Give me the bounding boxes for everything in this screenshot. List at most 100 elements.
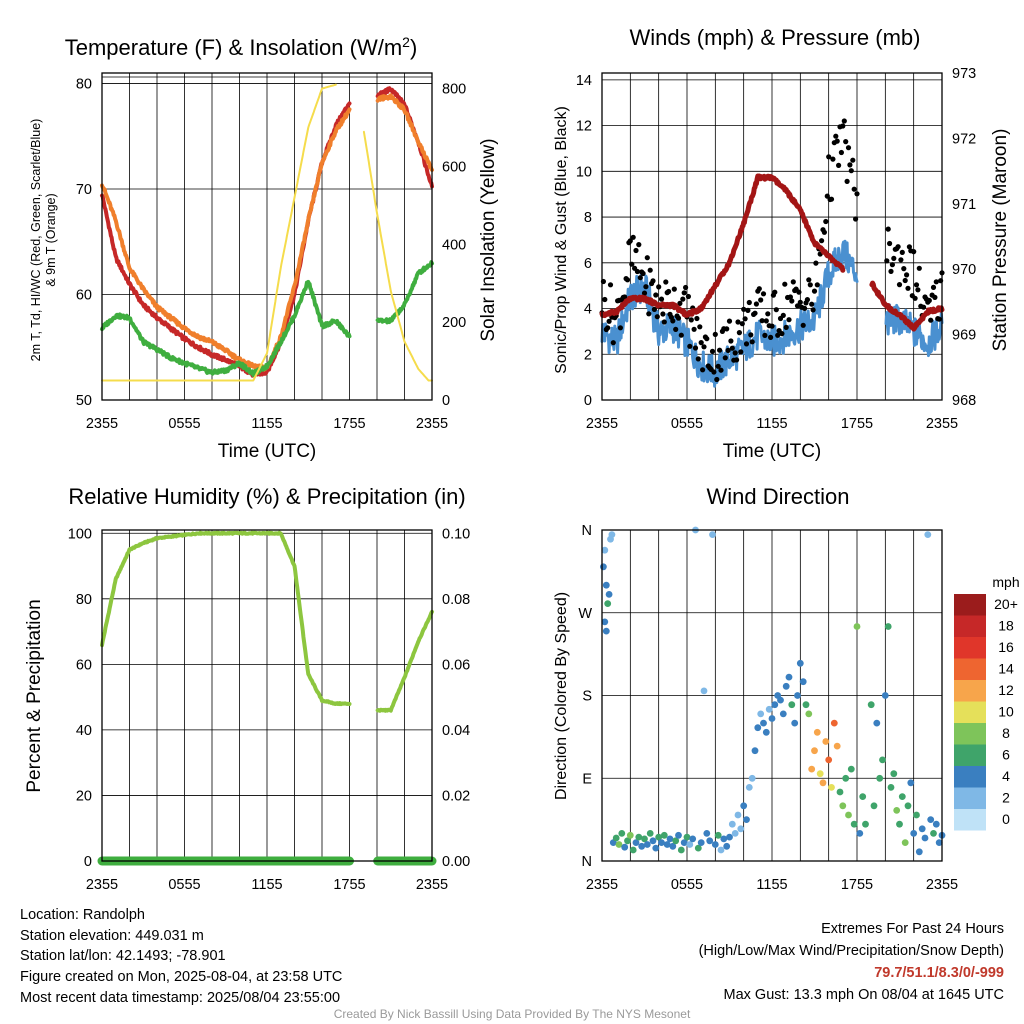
gust-point [663, 279, 669, 285]
legend-label: 12 [998, 682, 1014, 698]
direction-point [921, 834, 929, 842]
gust-point [673, 326, 679, 332]
gust-point [722, 355, 728, 361]
direction-point [621, 843, 629, 851]
gust-point [687, 343, 693, 349]
direction-point [785, 673, 793, 681]
direction-point [726, 833, 733, 841]
direction-point [873, 719, 881, 727]
y-tick-label: 14 [576, 73, 592, 89]
station-location: Location: Randolph [20, 907, 145, 923]
gust-point [698, 340, 704, 346]
gust-point [724, 326, 730, 332]
direction-point [720, 835, 728, 843]
direction-point [771, 701, 779, 709]
gust-point [813, 260, 819, 266]
direction-point [655, 833, 663, 841]
plot-frame [601, 529, 943, 862]
x-tick-label: 1155 [251, 416, 282, 432]
gust-point [680, 296, 686, 302]
figure-created: Figure created on Mon, 2025-08-04, at 23… [20, 969, 343, 986]
legend-label: 4 [1002, 768, 1010, 784]
direction-point [907, 779, 915, 787]
x-tick-label: 2355 [926, 877, 958, 893]
gust-point [734, 357, 740, 363]
gust-point [830, 156, 836, 162]
direction-point [728, 820, 736, 828]
gust-point [641, 290, 648, 296]
y-tick-label: N [582, 854, 592, 870]
x-tick-label: 0555 [168, 416, 200, 432]
y2-tick-label: 969 [952, 328, 976, 344]
gust-point [717, 347, 723, 353]
x-axis-label: Time (UTC) [723, 441, 822, 462]
gust-point [843, 139, 849, 145]
direction-point [842, 774, 850, 782]
direction-point [717, 846, 725, 854]
gust-point [789, 298, 795, 304]
legend-label: 2 [1002, 790, 1010, 806]
y2-tick-label: 0.06 [442, 657, 470, 673]
x-tick-label: 2355 [416, 416, 448, 432]
direction-point [802, 701, 810, 709]
direction-point [830, 719, 838, 727]
direction-point [813, 728, 821, 736]
gust-point [739, 321, 745, 327]
y-tick-label: 8 [584, 210, 592, 226]
legend-swatch [954, 637, 986, 659]
direction-point [658, 839, 665, 846]
direction-point [754, 724, 762, 732]
chart-title: Temperature (F) & Insolation (W/m2) [65, 34, 418, 60]
y-tick-label: W [578, 606, 592, 622]
y-tick-label: 70 [76, 182, 92, 198]
direction-point [825, 756, 833, 764]
direction-point [612, 834, 620, 842]
gust-point [701, 344, 707, 350]
direction-point [604, 600, 612, 607]
direction-point [663, 841, 671, 848]
gust-point [797, 299, 803, 305]
gust-point [725, 347, 731, 353]
direction-point [711, 841, 719, 848]
legend-label: 6 [1002, 747, 1010, 763]
gust-point [819, 238, 825, 244]
plot-frame [101, 529, 433, 862]
y-tick-label: 10 [576, 164, 592, 180]
gust-point [738, 349, 744, 355]
gust-point [670, 318, 676, 324]
gust-point [838, 149, 845, 156]
gust-point [787, 294, 794, 300]
gust-point [697, 324, 703, 330]
gust-point [853, 216, 859, 222]
gust-point [845, 145, 852, 151]
legend-label: 14 [998, 661, 1014, 677]
extremes-values: 79.7/51.1/8.3/0/-999 [874, 965, 1004, 981]
direction-point [867, 701, 875, 709]
gust-point [902, 277, 908, 284]
legend-swatch [954, 701, 986, 723]
direction-point [602, 581, 610, 589]
gust-point [630, 234, 636, 240]
gust-point [926, 297, 932, 304]
gust-point [692, 345, 699, 351]
gust-point [807, 282, 813, 288]
x-tick-label: 1155 [251, 877, 282, 893]
direction-point [839, 802, 847, 810]
gust-point [826, 154, 832, 160]
gust-point [936, 316, 942, 322]
gust-point [678, 332, 684, 338]
direction-point [601, 546, 609, 554]
direction-point [615, 841, 623, 848]
gust-point [700, 367, 706, 373]
direction-point [666, 835, 674, 843]
gust-point [651, 306, 658, 312]
y-tick-label: 0 [84, 854, 92, 870]
gust-point [650, 278, 656, 284]
x-tick-label: 2355 [86, 416, 118, 432]
direction-point [850, 820, 858, 828]
gust-point [779, 331, 785, 337]
gust-point [775, 332, 781, 338]
gust-point [695, 356, 701, 362]
gust-point [610, 340, 616, 346]
